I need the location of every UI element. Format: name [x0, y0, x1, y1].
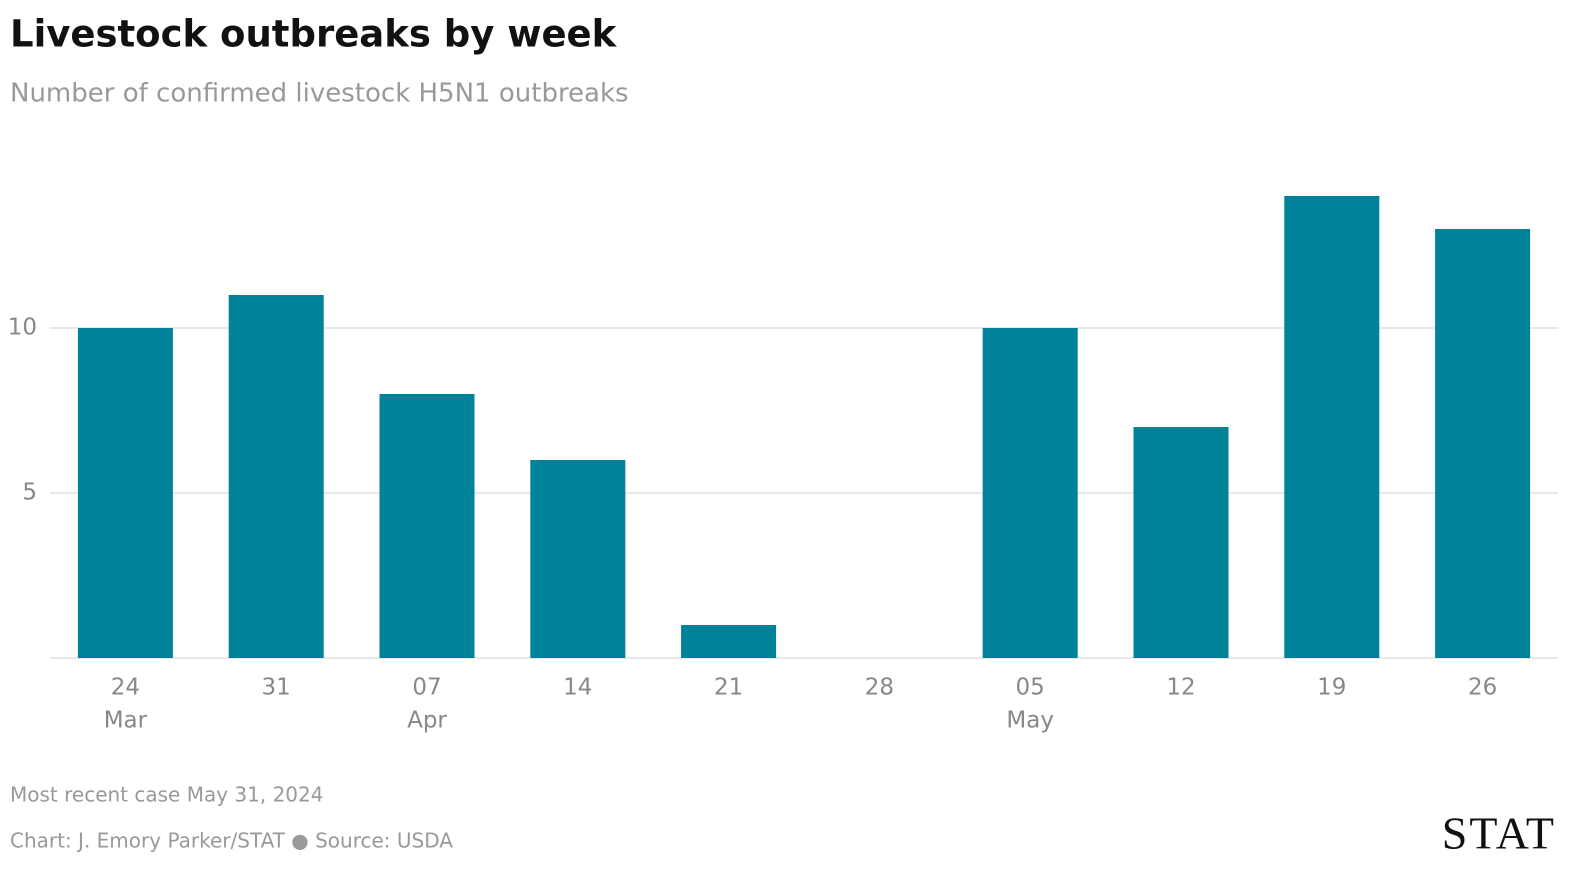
x-month-label: Apr: [407, 708, 447, 734]
chart-subtitle: Number of confirmed livestock H5N1 outbr…: [10, 79, 629, 109]
x-tick-label: 21: [714, 675, 743, 701]
bar: [1435, 229, 1531, 658]
logo: STAT: [1442, 808, 1556, 859]
x-tick-label: 31: [262, 675, 291, 701]
bar: [379, 394, 475, 658]
x-month-label: Mar: [104, 708, 148, 734]
bar: [228, 295, 324, 658]
x-month-label: May: [1006, 708, 1054, 734]
credit: Chart: J. Emory Parker/STAT ● Source: US…: [10, 829, 453, 853]
y-tick-label: 10: [8, 315, 37, 341]
x-tick-label: 12: [1166, 675, 1195, 701]
x-tick-label: 26: [1468, 675, 1497, 701]
bar: [1284, 196, 1380, 658]
bar: [982, 328, 1078, 658]
chart-title: Livestock outbreaks by week: [10, 13, 618, 56]
bar: [530, 460, 626, 658]
bar: [1133, 427, 1229, 658]
x-tick-label: 28: [865, 675, 894, 701]
x-tick-label: 24: [111, 675, 140, 701]
x-tick-label: 19: [1317, 675, 1346, 701]
x-tick-label: 07: [412, 675, 441, 701]
y-tick-label: 5: [22, 480, 37, 506]
x-tick-label: 14: [563, 675, 592, 701]
bar: [77, 328, 173, 658]
note: Most recent case May 31, 2024: [10, 783, 323, 807]
x-tick-label: 05: [1016, 675, 1045, 701]
bar: [681, 625, 777, 658]
